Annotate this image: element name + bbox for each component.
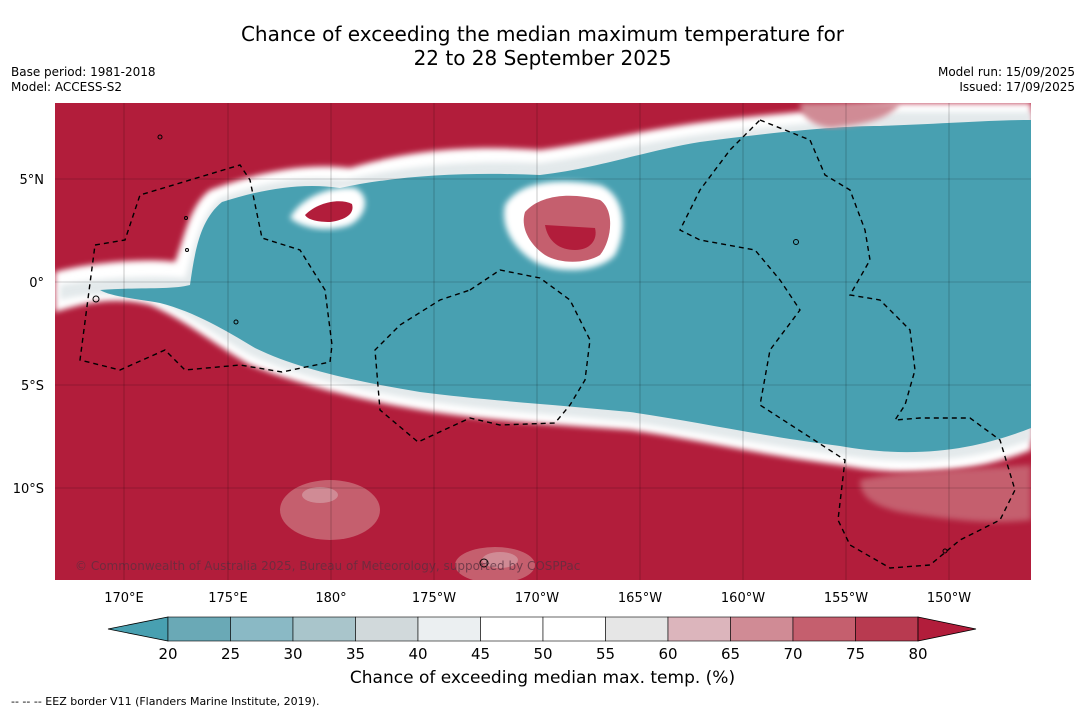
lon-label: 170°W xyxy=(515,591,559,606)
colorbar-segment xyxy=(417,616,481,642)
colorbar-ticks: 20 25 30 35 40 45 50 55 60 65 70 75 80 xyxy=(158,645,927,663)
colorbar-segment xyxy=(542,616,606,642)
colorbar-tick-label: 55 xyxy=(596,645,615,663)
red-core-center xyxy=(545,225,596,250)
lat-label: 5°N xyxy=(20,173,45,188)
longitude-labels: 170°E 175°E 180° 175°W 170°W 165°W 160°W… xyxy=(104,591,971,606)
base-period: Base period: 1981-2018 xyxy=(11,65,156,79)
colorbar-tick-label: 80 xyxy=(908,645,927,663)
island-outlines xyxy=(92,134,948,568)
lon-label: 175°W xyxy=(412,591,456,606)
colorbar-tick-label: 25 xyxy=(221,645,240,663)
eez-borders xyxy=(79,119,1016,569)
pink-patch-northeast xyxy=(800,103,900,128)
chart-title: Chance of exceeding the median maximum t… xyxy=(240,22,845,70)
lat-label: 0° xyxy=(29,276,44,291)
latitude-labels: 5°N 0° 5°S 10°S xyxy=(13,173,44,497)
lon-label: 180° xyxy=(315,591,346,606)
lat-label: 5°S xyxy=(21,379,44,394)
colorbar-arrow-high xyxy=(917,616,977,642)
colorbar-segment xyxy=(230,616,294,642)
colorbar-tick-label: 45 xyxy=(471,645,490,663)
colorbar-tick-label: 40 xyxy=(408,645,427,663)
issued-date: Issued: 17/09/2025 xyxy=(959,79,1075,94)
model-name: Model: ACCESS-S2 xyxy=(11,79,123,94)
copyright-notice: © Commonwealth of Australia 2025, Bureau… xyxy=(75,559,580,573)
lon-label: 155°W xyxy=(824,591,868,606)
colorbar-tick-label: 65 xyxy=(721,645,740,663)
colorbar-arrow-low xyxy=(107,616,169,642)
colorbar-segment xyxy=(480,616,544,642)
lat-label: 10°S xyxy=(13,482,44,497)
colorbar-tick-label: 35 xyxy=(346,645,365,663)
colorbar-segment xyxy=(792,616,856,642)
colorbar-segment xyxy=(855,616,919,642)
colorbar-tick-label: 70 xyxy=(783,645,802,663)
lon-label: 165°W xyxy=(618,591,662,606)
colorbar-tick-label: 60 xyxy=(658,645,677,663)
meta-right: Model run: 15/09/2025 Issued: 17/09/2025 xyxy=(938,65,1075,94)
lon-label: 175°E xyxy=(208,591,248,606)
colorbar-title: Chance of exceeding median max. temp. (%… xyxy=(349,668,736,688)
meta-left: Base period: 1981-2018 Model: ACCESS-S2 xyxy=(11,65,156,94)
colorbar-segment xyxy=(167,616,231,642)
colorbar-tick-label: 75 xyxy=(846,645,865,663)
colorbar xyxy=(107,616,977,642)
pink-patch-south-inner xyxy=(302,487,338,503)
colorbar-segment xyxy=(667,616,731,642)
eez-legend-note: -- -- -- EEZ border V11 (Flanders Marine… xyxy=(11,695,320,708)
colorbar-tick-label: 20 xyxy=(158,645,177,663)
model-run: Model run: 15/09/2025 xyxy=(937,65,1075,79)
colorbar-tick-label: 50 xyxy=(533,645,552,663)
probability-field: © Commonwealth of Australia 2025, Bureau… xyxy=(55,103,1031,580)
colorbar-segment xyxy=(355,616,419,642)
colorbar-segment xyxy=(730,616,794,642)
pink-patch-bottom-inner xyxy=(482,552,518,568)
colorbar-tick-label: 30 xyxy=(283,645,302,663)
lon-label: 160°W xyxy=(721,591,765,606)
colorbar-segment xyxy=(292,616,356,642)
map-gridlines xyxy=(55,103,1031,580)
colorbar-segment xyxy=(605,616,669,642)
lon-label: 170°E xyxy=(104,591,144,606)
pink-patch-east xyxy=(860,465,1031,523)
lon-label: 150°W xyxy=(927,591,971,606)
red-intrusion-west xyxy=(305,201,353,222)
